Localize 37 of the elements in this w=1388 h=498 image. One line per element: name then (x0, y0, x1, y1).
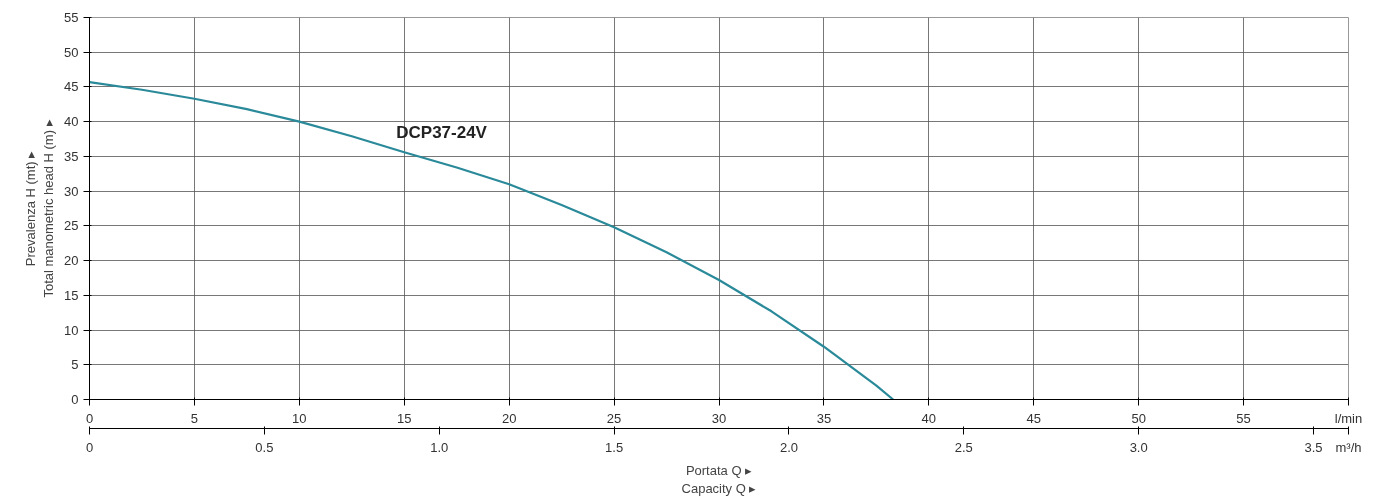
x2-tick-label: 3.0 (1129, 439, 1148, 455)
x-tick-label: 35 (816, 410, 832, 426)
x2-tick-label: 1.5 (605, 439, 624, 455)
x2-tick-label: 0 (85, 439, 94, 455)
y-tick-label: 10 (64, 322, 79, 338)
y-tick-label: 40 (64, 114, 79, 130)
y-tick-label: 20 (64, 253, 79, 269)
x-tick-label: 5 (190, 410, 199, 426)
y-tick-label: 30 (64, 183, 79, 199)
line-series (89, 80, 895, 400)
y-tick-label: 45 (64, 79, 79, 95)
x-tick-label: 25 (606, 410, 622, 426)
x-tick-label: 0 (85, 410, 94, 426)
y-tick-label: 0 (71, 392, 79, 407)
x-tick-label: 50 (1131, 410, 1146, 426)
x-tick-label: 55 (1236, 410, 1251, 426)
text: m³/h (1335, 439, 1362, 455)
x-tick-label: 30 (711, 410, 727, 426)
y-tick-label: 50 (64, 44, 79, 60)
x-axis-title: Portata Q ▸ Capacity Q ▸ (681, 462, 757, 496)
x2-tick-label: 0.5 (255, 439, 274, 455)
x-tick-label: 20 (501, 410, 517, 426)
x-tick-label: 15 (397, 410, 412, 426)
x2-tick-label: 1.0 (430, 439, 449, 455)
y-tick-label: 55 (64, 10, 79, 25)
y-axis-title: Prevalenza H (mt) ▸ Total manometric head H (m) ▸ (23, 119, 57, 298)
y-tick-label: 35 (64, 148, 79, 164)
text: l/min (1334, 410, 1363, 426)
x2-tick-label: 2.0 (779, 439, 798, 455)
x-tick-label: 10 (292, 410, 307, 426)
y-tick-label: 5 (71, 357, 79, 373)
y-tick-label: 25 (64, 218, 79, 234)
x2-tick-label: 3.5 (1304, 439, 1323, 455)
y-tick-label: 15 (64, 287, 79, 303)
x-tick-label: 45 (1026, 410, 1041, 426)
x2-tick-label: 2.5 (954, 439, 973, 455)
x-tick-label: 40 (921, 410, 937, 426)
